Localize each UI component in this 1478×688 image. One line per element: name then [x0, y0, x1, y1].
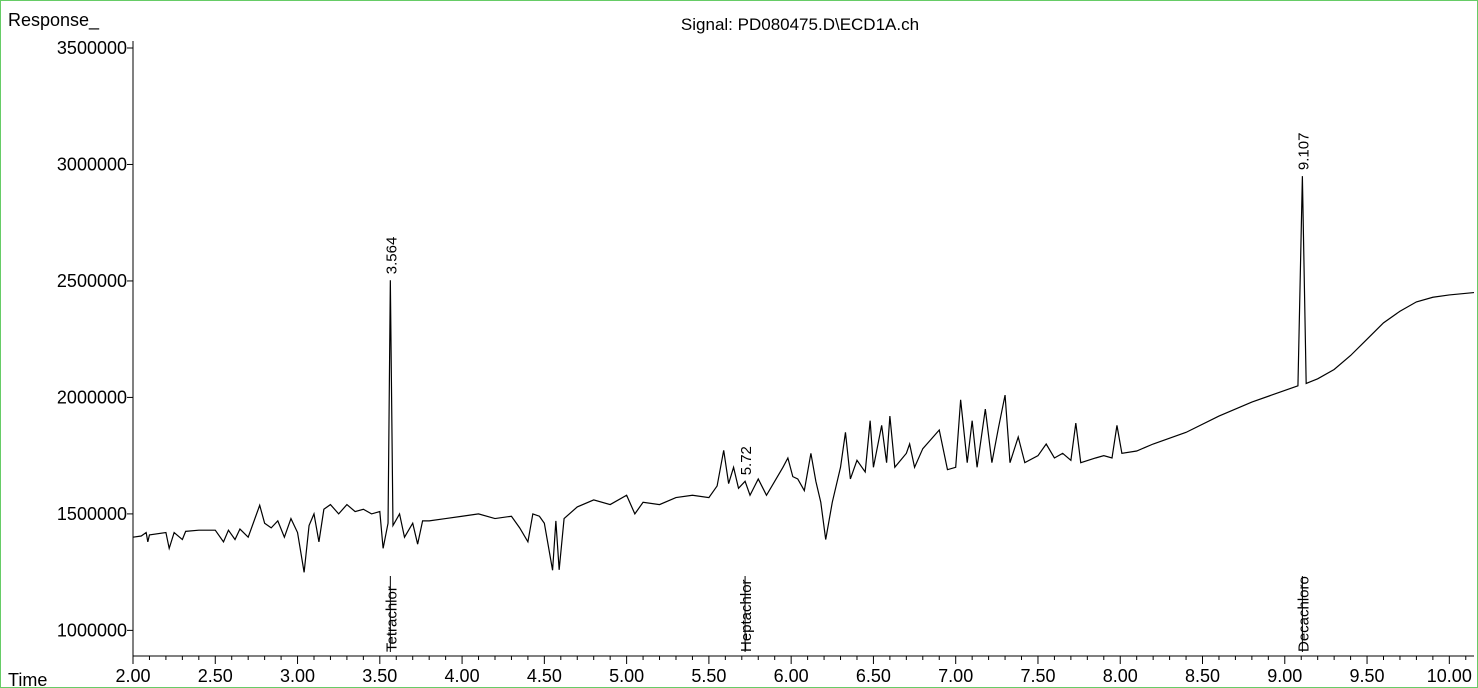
y-axis-label: Response_: [8, 10, 100, 31]
compound-label: Decachloro: [1295, 576, 1312, 652]
x-tick-label: 2.50: [198, 666, 233, 686]
x-tick-label: 9.50: [1350, 666, 1385, 686]
x-axis-label: Time: [8, 670, 47, 688]
y-tick-label: 3500000: [57, 38, 127, 58]
chart-title: Signal: PD080475.D\ECD1A.ch: [681, 15, 919, 34]
compound-label: Heptachlor: [738, 579, 755, 652]
compound-label: Tetrachlor: [383, 586, 400, 652]
y-tick-label: 2000000: [57, 387, 127, 407]
y-tick-label: 1500000: [57, 504, 127, 524]
x-tick-label: 7.50: [1020, 666, 1055, 686]
peak-rt-label: 9.107: [1295, 133, 1312, 171]
x-tick-label: 6.50: [856, 666, 891, 686]
x-tick-label: 10.00: [1427, 666, 1472, 686]
x-tick-label: 5.00: [609, 666, 644, 686]
y-tick-label: 1000000: [57, 620, 127, 640]
signal-line: [132, 176, 1475, 573]
x-tick-label: 3.00: [280, 666, 315, 686]
x-tick-label: 3.50: [362, 666, 397, 686]
y-tick-label: 2500000: [57, 271, 127, 291]
x-tick-label: 9.00: [1267, 666, 1302, 686]
x-tick-label: 6.00: [774, 666, 809, 686]
x-tick-label: 8.00: [1103, 666, 1138, 686]
peak-rt-label: 3.564: [383, 237, 400, 275]
y-tick-label: 3000000: [57, 154, 127, 174]
x-tick-label: 5.50: [691, 666, 726, 686]
x-tick-label: 4.00: [445, 666, 480, 686]
x-tick-label: 2.00: [115, 666, 150, 686]
x-tick-label: 7.00: [938, 666, 973, 686]
peak-rt-label: 5.72: [738, 446, 755, 475]
x-tick-label: 8.50: [1185, 666, 1220, 686]
x-tick-label: 4.50: [527, 666, 562, 686]
